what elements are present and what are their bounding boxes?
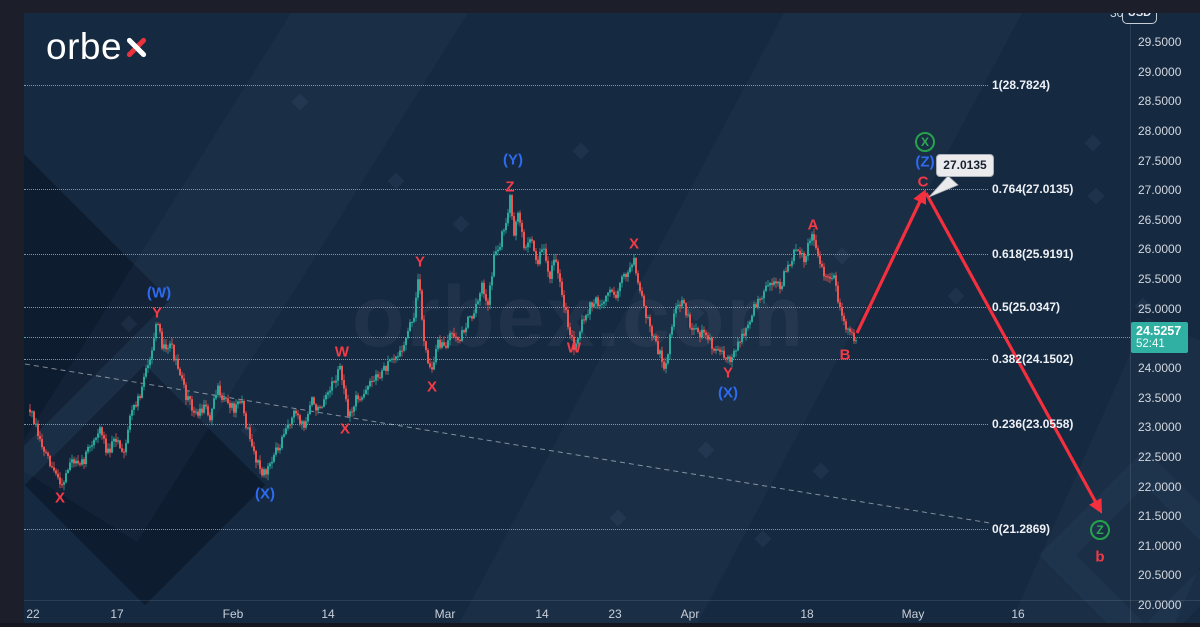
price-tick: 21.5000 — [1138, 509, 1182, 524]
price-tick: 26.0000 — [1138, 242, 1182, 257]
price-tick: 26.5000 — [1138, 212, 1182, 227]
wave-label: Y — [151, 304, 163, 322]
price-target-tooltip: 27.0135 — [936, 154, 994, 177]
current-price-line — [24, 336, 1130, 338]
window-frame-bottom — [0, 623, 1200, 627]
price-tick: 22.0000 — [1138, 479, 1182, 494]
price-tick: 22.5000 — [1138, 449, 1182, 464]
price-tick: 20.5000 — [1138, 568, 1182, 583]
fib-level-label: 0.5(25.0347) — [992, 299, 1061, 314]
fib-level-label: 0.382(24.1502) — [992, 352, 1074, 366]
orbex-watermark: orbex.com — [352, 269, 805, 365]
wave-label: b — [1095, 548, 1105, 566]
price-tick: 29.0000 — [1138, 64, 1182, 79]
wave-label: W — [566, 339, 582, 357]
fib-level-label: 0.764(27.0135) — [992, 182, 1074, 197]
window-frame-top — [0, 0, 1200, 13]
descending-trendline — [24, 363, 991, 524]
fib-level-line — [24, 84, 988, 86]
time-tick: 23 — [608, 607, 622, 621]
wave-label: (Y) — [503, 151, 523, 169]
projection-arrow-down — [924, 192, 1103, 514]
price-axis-separator — [1130, 13, 1131, 627]
time-tick: Feb — [222, 607, 244, 621]
time-tick: 17 — [110, 607, 124, 621]
wave-label: C — [917, 173, 929, 191]
wave-label: A — [807, 216, 819, 234]
wave-label-circled: X — [915, 132, 935, 152]
fib-level-line — [24, 528, 988, 530]
window-frame-left — [0, 0, 24, 627]
bar-countdown: 52:41 — [1136, 337, 1165, 350]
time-tick: 18 — [800, 607, 814, 621]
fib-level-label: 0(21.2869) — [992, 521, 1051, 536]
fib-level-label: 0.236(23.0558) — [992, 416, 1074, 431]
tooltip-pointer — [928, 175, 959, 198]
orbex-logo: orbe — [46, 26, 148, 68]
wave-label: Y — [414, 253, 426, 271]
fib-level-line — [24, 254, 988, 256]
wave-label: X — [54, 489, 66, 507]
logo-x-icon — [124, 34, 148, 61]
time-tick: May — [901, 607, 925, 621]
fib-level-label: 1(28.7824) — [992, 77, 1051, 92]
wave-label: X — [339, 420, 351, 438]
time-axis-separator — [24, 600, 1200, 601]
price-tick: 21.0000 — [1138, 538, 1182, 553]
price-tick: 29.5000 — [1138, 35, 1182, 49]
time-tick: 16 — [1011, 607, 1025, 621]
price-tick: 25.0000 — [1138, 301, 1182, 316]
time-tick: 14 — [535, 607, 549, 621]
fib-level-line — [24, 423, 988, 425]
price-tick: 23.0000 — [1138, 420, 1182, 435]
fib-level-label: 0.618(25.9191) — [992, 247, 1074, 262]
price-tick: 24.0000 — [1138, 360, 1182, 375]
fib-level-line — [24, 306, 988, 308]
price-tick: 20.0000 — [1138, 598, 1182, 612]
time-tick: 14 — [321, 607, 335, 621]
time-tick: Mar — [434, 607, 456, 621]
wave-label: X — [426, 378, 438, 396]
wave-label: W — [334, 343, 350, 361]
price-tick: 28.5000 — [1138, 94, 1182, 109]
current-price-value: 24.5257 — [1136, 323, 1182, 338]
projection-arrow-up — [855, 189, 927, 334]
price-tick: 28.0000 — [1138, 123, 1182, 138]
time-tick: Apr — [680, 607, 700, 621]
fib-level-line — [24, 359, 988, 360]
current-price-badge: 24.5257 52:41 — [1131, 321, 1188, 353]
price-tick: 27.0000 — [1138, 183, 1182, 198]
price-tick: 25.5000 — [1138, 272, 1182, 287]
price-tick: 23.5000 — [1138, 390, 1182, 405]
price-tick: 27.5000 — [1138, 153, 1182, 168]
wave-label: X — [628, 235, 640, 253]
wave-label: (X) — [718, 384, 738, 402]
logo-text: orbe — [46, 26, 123, 67]
wave-label: (W) — [146, 284, 172, 302]
wave-label-circled: Z — [1090, 520, 1110, 540]
wave-label: Y — [722, 364, 734, 382]
fib-level-line — [24, 189, 988, 191]
time-tick: 22 — [26, 607, 40, 621]
wave-label: Z — [505, 178, 515, 196]
wave-label: B — [839, 346, 851, 364]
wave-label: (X) — [255, 485, 275, 503]
wave-label: (Z) — [915, 153, 935, 171]
